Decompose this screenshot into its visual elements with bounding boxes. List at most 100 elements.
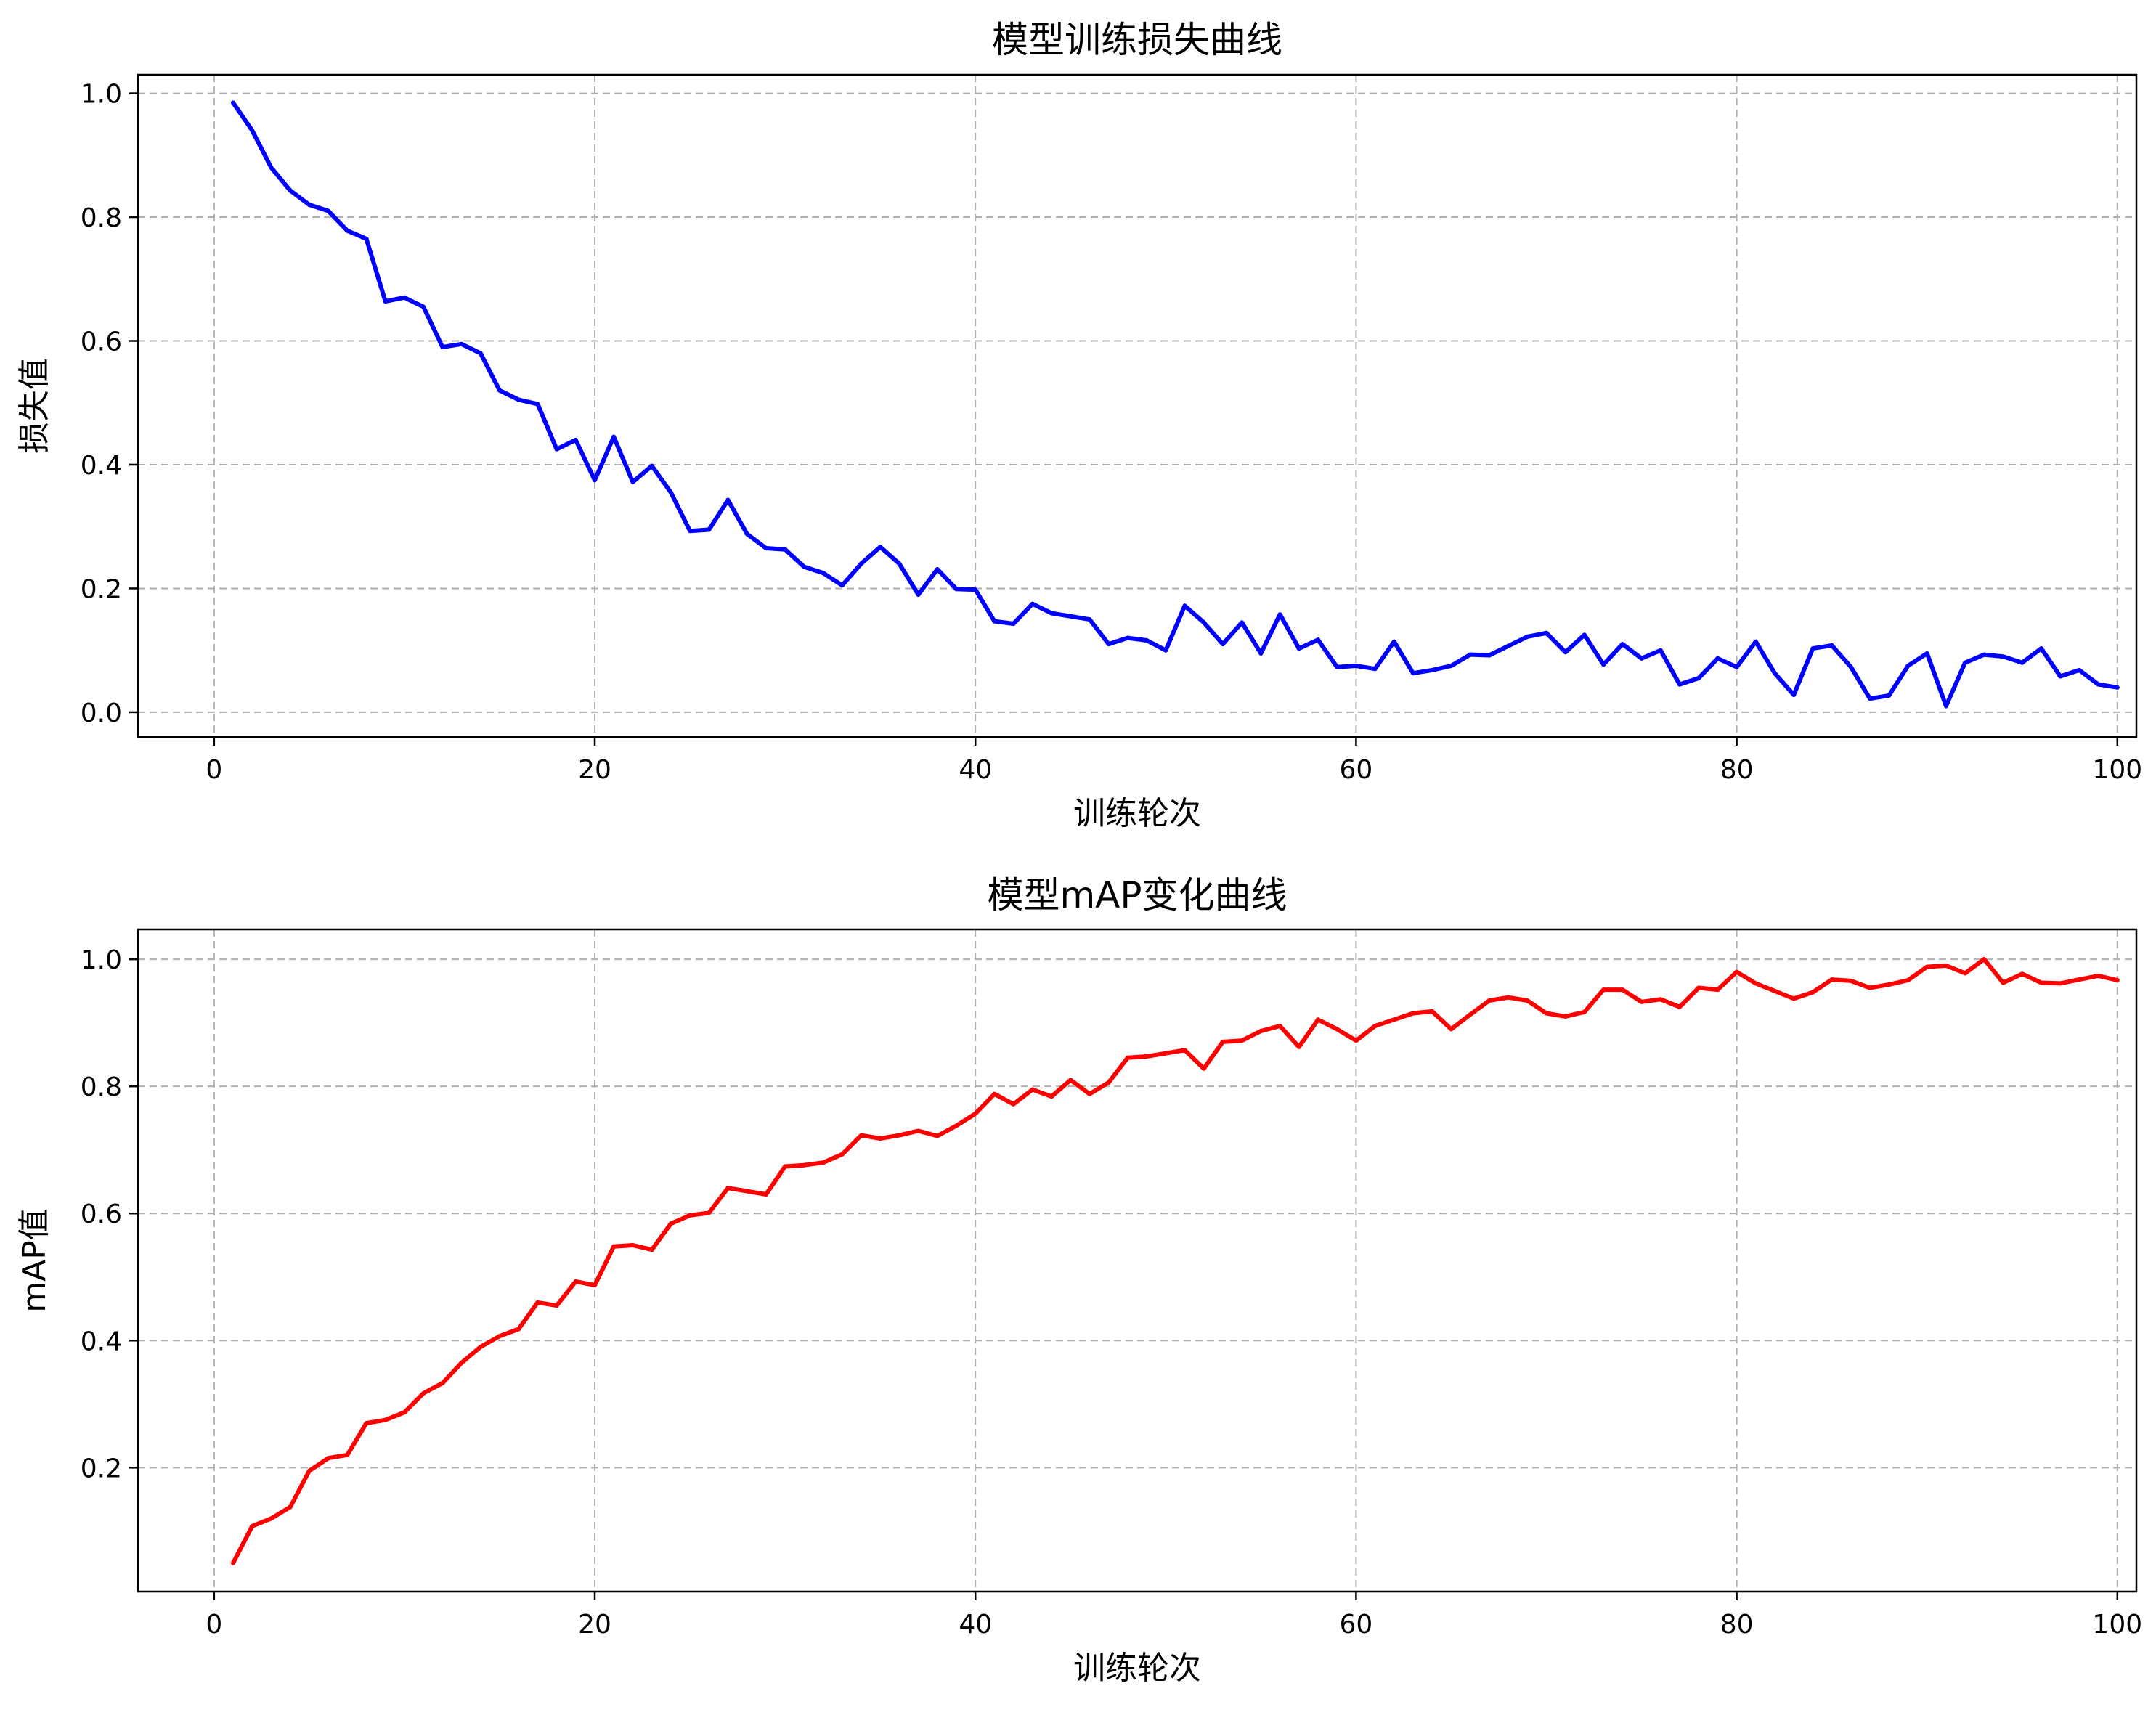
map-data-point — [554, 1303, 559, 1308]
loss-data-point — [1773, 671, 1778, 676]
map-chart-title: 模型mAP变化曲线 — [987, 874, 1287, 916]
map-data-point — [1791, 996, 1797, 1001]
map-data-point — [1163, 1051, 1168, 1056]
map-data-point — [802, 1162, 807, 1168]
loss-data-point — [1049, 611, 1054, 616]
loss-data-point — [1715, 656, 1720, 661]
map-xtick-label: 40 — [959, 1610, 992, 1639]
loss-data-point — [250, 128, 255, 133]
map-data-point — [478, 1345, 483, 1350]
loss-data-point — [1468, 652, 1473, 657]
loss-data-point — [1430, 667, 1435, 672]
loss-data-point — [269, 165, 274, 170]
map-ytick-label: 0.2 — [81, 1454, 122, 1483]
map-data-point — [2077, 977, 2082, 982]
map-data-point — [1544, 1011, 1549, 1016]
loss-data-point — [858, 561, 863, 566]
map-data-point — [1087, 1091, 1092, 1096]
map-xtick-label: 60 — [1340, 1610, 1373, 1639]
loss-data-point — [1791, 693, 1797, 698]
map-data-point — [1982, 957, 1987, 962]
loss-data-point — [1087, 617, 1092, 622]
loss-data-point — [2096, 682, 2101, 687]
loss-data-point — [402, 295, 407, 300]
loss-data-point — [707, 527, 712, 532]
loss-data-point — [1068, 614, 1073, 619]
map-data-point — [383, 1417, 388, 1422]
loss-data-point — [1601, 662, 1606, 667]
map-data-point — [1468, 1012, 1473, 1017]
loss-data-point — [1582, 632, 1587, 637]
loss-data-point — [1011, 622, 1016, 627]
loss-data-point — [1620, 642, 1625, 647]
map-ytick-label: 0.8 — [81, 1072, 122, 1102]
map-xtick-label: 80 — [1720, 1610, 1754, 1639]
map-data-point — [1639, 999, 1644, 1004]
map-xtick-label: 20 — [578, 1610, 611, 1639]
map-data-point — [1829, 977, 1834, 982]
loss-data-point — [306, 202, 312, 207]
map-data-point — [1182, 1048, 1187, 1053]
map-data-point — [1354, 1038, 1359, 1043]
loss-data-point — [763, 546, 768, 551]
loss-data-point — [2019, 660, 2025, 665]
map-data-point — [1449, 1027, 1454, 1032]
map-chart-xlabel: 训练轮次 — [1073, 1650, 1201, 1687]
loss-data-point — [2115, 685, 2120, 690]
map-data-point — [744, 1189, 749, 1194]
loss-ytick-label: 0.8 — [81, 203, 122, 233]
map-data-point — [1030, 1087, 1035, 1092]
map-data-point — [402, 1410, 407, 1415]
loss-data-point — [821, 571, 826, 576]
loss-data-point — [1125, 635, 1130, 640]
map-data-point — [973, 1111, 978, 1116]
loss-plot-frame — [137, 73, 2138, 738]
map-data-point — [2115, 978, 2120, 983]
loss-data-point — [345, 228, 350, 233]
loss-data-point — [1506, 643, 1511, 648]
loss-data-point — [878, 545, 883, 550]
loss-data-point — [1639, 656, 1644, 661]
loss-data-point — [935, 567, 940, 572]
loss-xtick-label: 60 — [1340, 755, 1373, 785]
map-data-point — [649, 1247, 654, 1252]
map-data-point — [1810, 990, 1815, 995]
map-data-point — [1258, 1029, 1264, 1034]
loss-chart-ylabel: 损失值 — [16, 358, 53, 454]
map-data-point — [1011, 1101, 1016, 1107]
map-data-point — [1411, 1011, 1416, 1016]
map-data-point — [668, 1221, 673, 1226]
loss-xtick-label: 100 — [2092, 755, 2142, 785]
map-data-point — [1601, 987, 1606, 993]
loss-data-point — [1525, 634, 1530, 639]
loss-data-point — [1905, 663, 1911, 668]
map-data-point — [306, 1468, 312, 1473]
loss-data-point — [2058, 674, 2063, 679]
map-data-point — [611, 1244, 617, 1249]
map-data-point — [1905, 978, 1911, 983]
loss-data-point — [1296, 646, 1301, 651]
loss-data-point — [516, 397, 521, 402]
map-data-point — [1963, 971, 1968, 976]
loss-data-point — [1449, 663, 1454, 668]
map-data-point — [1563, 1014, 1568, 1019]
loss-data-point — [2038, 646, 2043, 651]
loss-xtick-label: 20 — [578, 755, 611, 785]
map-data-point — [1430, 1009, 1435, 1014]
loss-data-point — [1924, 651, 1929, 656]
map-data-point — [497, 1334, 502, 1339]
loss-data-point — [611, 434, 617, 439]
loss-data-point — [1277, 612, 1282, 617]
loss-data-point — [839, 583, 845, 588]
map-data-point — [1525, 998, 1530, 1003]
map-data-point — [1887, 982, 1892, 987]
map-data-point — [288, 1504, 293, 1510]
map-ytick-label: 1.0 — [81, 945, 122, 975]
loss-data-point — [916, 592, 921, 597]
loss-xtick-label: 40 — [959, 755, 992, 785]
map-data-point — [916, 1128, 921, 1133]
map-chart-ylabel: mAP值 — [16, 1208, 53, 1313]
loss-data-point — [573, 437, 578, 442]
map-data-point — [1620, 987, 1625, 993]
map-data-point — [954, 1123, 959, 1128]
